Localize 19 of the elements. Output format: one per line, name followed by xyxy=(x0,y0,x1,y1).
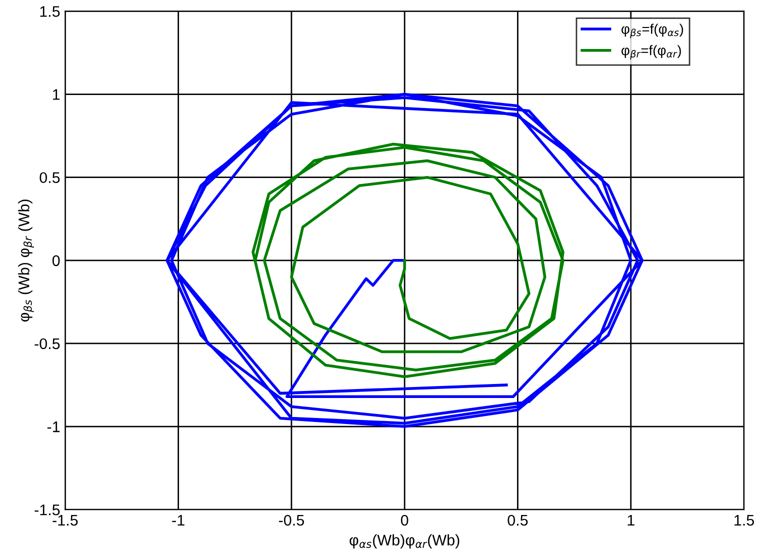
y-tick-label: 1 xyxy=(53,89,60,100)
line-series xyxy=(252,142,564,378)
y-tick-label: -1 xyxy=(47,422,60,432)
y-axis-title: φ$_{βs}$ (Wb) φ$_{βr}$ (Wb) xyxy=(18,200,34,322)
x-tick-label: -0.5 xyxy=(278,514,304,526)
x-tick-label: 1.5 xyxy=(734,515,754,526)
x-tick-label: 0.5 xyxy=(508,514,528,526)
legend-label: φ$_{βr}$=f(φ$_{αr}$) xyxy=(621,45,681,60)
y-tick-label: 1.5 xyxy=(40,6,60,17)
y-tick-label: -0.5 xyxy=(34,338,60,350)
x-axis-title: φ$_{αs}$(Wb)φ$_{αr}$(Wb) xyxy=(350,534,460,548)
y-tick-label: -1.5 xyxy=(34,504,60,516)
y-tick-label: 0 xyxy=(52,255,60,266)
y-tick-label: 0.5 xyxy=(40,172,60,184)
line-series xyxy=(166,92,644,428)
x-tick-label: 0 xyxy=(400,514,408,526)
legend-label: φ$_{βs}$=f(φ$_{αs}$) xyxy=(621,24,684,38)
x-tick-label: -1 xyxy=(172,515,184,526)
x-tick-label: 1 xyxy=(628,515,634,526)
